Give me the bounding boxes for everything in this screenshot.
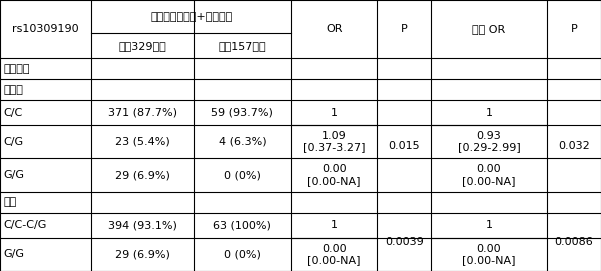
Text: 0.032: 0.032 <box>558 141 590 151</box>
Text: 394 (93.1%): 394 (93.1%) <box>108 220 177 230</box>
Text: 无（329例）: 无（329例） <box>118 41 166 51</box>
Text: 校正 OR: 校正 OR <box>472 24 505 34</box>
Text: 0 (0%): 0 (0%) <box>224 170 261 180</box>
Text: P: P <box>570 24 578 34</box>
Text: 全部心血管事件+死亡事件: 全部心血管事件+死亡事件 <box>150 12 233 22</box>
Text: P: P <box>401 24 407 34</box>
Text: 0.0039: 0.0039 <box>385 237 424 247</box>
Text: 1: 1 <box>331 220 338 230</box>
Text: 0.00
[0.00-NA]: 0.00 [0.00-NA] <box>462 164 516 186</box>
Text: 1: 1 <box>331 108 338 118</box>
Text: rs10309190: rs10309190 <box>12 24 79 34</box>
Text: 0.015: 0.015 <box>388 141 420 151</box>
Text: 29 (6.9%): 29 (6.9%) <box>115 170 169 180</box>
Text: C/G: C/G <box>4 137 23 147</box>
Text: C/C: C/C <box>4 108 23 118</box>
Text: 共显性: 共显性 <box>4 85 23 95</box>
Text: 63 (100%): 63 (100%) <box>213 220 271 230</box>
Text: 有（157例）: 有（157例） <box>219 41 266 51</box>
Text: 29 (6.9%): 29 (6.9%) <box>115 249 169 259</box>
Text: 遗传模式: 遗传模式 <box>4 64 30 74</box>
Text: G/G: G/G <box>4 249 25 259</box>
Text: 0.00
[0.00-NA]: 0.00 [0.00-NA] <box>462 244 516 265</box>
Text: 0 (0%): 0 (0%) <box>224 249 261 259</box>
Text: 0.0086: 0.0086 <box>555 237 593 247</box>
Text: 1.09
[0.37-3.27]: 1.09 [0.37-3.27] <box>303 131 365 153</box>
Text: 0.93
[0.29-2.99]: 0.93 [0.29-2.99] <box>458 131 520 153</box>
Text: 4 (6.3%): 4 (6.3%) <box>219 137 266 147</box>
Text: 1: 1 <box>486 220 493 230</box>
Text: 0.00
[0.00-NA]: 0.00 [0.00-NA] <box>308 244 361 265</box>
Text: 23 (5.4%): 23 (5.4%) <box>115 137 169 147</box>
Text: 59 (93.7%): 59 (93.7%) <box>212 108 273 118</box>
Text: OR: OR <box>326 24 343 34</box>
Text: C/C-C/G: C/C-C/G <box>4 220 47 230</box>
Text: 隐性: 隐性 <box>4 197 17 207</box>
Text: G/G: G/G <box>4 170 25 180</box>
Text: 371 (87.7%): 371 (87.7%) <box>108 108 177 118</box>
Text: 0.00
[0.00-NA]: 0.00 [0.00-NA] <box>308 164 361 186</box>
Text: 1: 1 <box>486 108 493 118</box>
